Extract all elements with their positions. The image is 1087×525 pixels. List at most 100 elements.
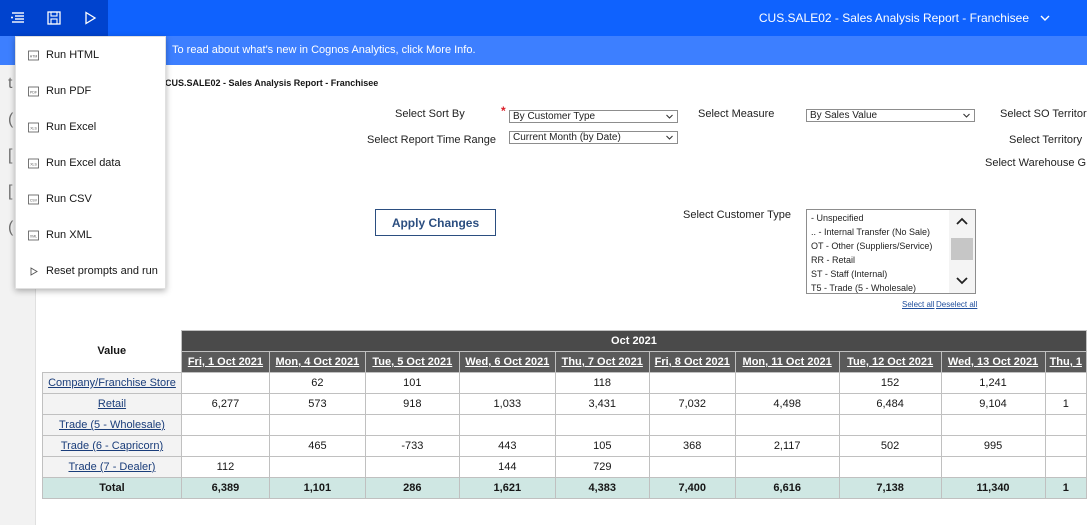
- sales-crosstab: Value Oct 2021 Fri, 1 Oct 2021 Mon, 4 Oct…: [42, 330, 1087, 499]
- date-column-header[interactable]: Tue, 12 Oct 2021: [838, 351, 942, 373]
- table-cell: [838, 414, 942, 436]
- territory-label: Select Territory: [1009, 134, 1083, 146]
- table-cell: 118: [554, 372, 650, 394]
- svg-text:XLS: XLS: [30, 126, 37, 130]
- run-dropdown-menu: HTM Run HTML PDF Run PDF XLS Run Excel X…: [15, 36, 166, 289]
- time-range-label: Select Report Time Range: [367, 134, 497, 146]
- scrollbar-thumb[interactable]: [951, 238, 973, 260]
- table-cell: [648, 456, 736, 478]
- svg-text:XML: XML: [30, 234, 37, 238]
- customer-type-list[interactable]: - Unspecified .. - Internal Transfer (No…: [806, 209, 976, 294]
- list-item[interactable]: ST - Staff (Internal): [811, 269, 888, 279]
- row-header[interactable]: Trade (5 - Wholesale): [42, 414, 182, 436]
- table-row: Trade (7 - Dealer) 112 144 729: [42, 456, 1087, 478]
- table-cell: 368: [648, 435, 736, 457]
- rail-icon-4[interactable]: [: [8, 183, 13, 200]
- table-cell: [458, 414, 556, 436]
- top-bar: CUS.SALE02 - Sales Analysis Report - Fra…: [0, 0, 1087, 36]
- list-item[interactable]: T5 - Trade (5 - Wholesale): [811, 283, 917, 293]
- list-item[interactable]: RR - Retail: [811, 255, 856, 265]
- table-row: Company/Franchise Store 62 101 118 152 1,241: [42, 372, 1087, 394]
- chevron-down-icon[interactable]: [1039, 12, 1051, 24]
- total-cell: 1,101: [268, 477, 366, 499]
- date-column-header[interactable]: Fri, 1 Oct 2021: [180, 351, 270, 373]
- table-cell: 465: [268, 435, 366, 457]
- table-cell: [364, 456, 460, 478]
- excel-data-file-icon: XLS: [28, 158, 39, 168]
- save-button[interactable]: [36, 0, 72, 36]
- table-cell: [1044, 414, 1087, 436]
- list-item[interactable]: OT - Other (Suppliers/Service): [811, 241, 933, 251]
- table-row: Retail 6,277 573 918 1,033 3,431 7,032 4,498 6,4…: [42, 393, 1087, 415]
- run-xml-item[interactable]: XML Run XML: [28, 229, 92, 241]
- table-cell: 918: [364, 393, 460, 415]
- row-header[interactable]: Retail: [42, 393, 182, 415]
- table-cell: 152: [838, 372, 942, 394]
- chevron-down-icon[interactable]: [955, 276, 969, 286]
- row-header[interactable]: Trade (7 - Dealer): [42, 456, 182, 478]
- run-pdf-item[interactable]: PDF Run PDF: [28, 85, 92, 97]
- html-file-icon: HTM: [28, 50, 39, 60]
- measure-label: Select Measure: [698, 108, 775, 120]
- table-cell: [458, 372, 556, 394]
- run-html-item[interactable]: HTM Run HTML: [28, 49, 100, 61]
- table-cell: -733: [364, 435, 460, 457]
- date-column-header[interactable]: Mon, 4 Oct 2021: [268, 351, 366, 373]
- run-button[interactable]: [72, 0, 108, 36]
- row-header[interactable]: Trade (6 - Capricorn): [42, 435, 182, 457]
- select-all-link[interactable]: Select all: [902, 300, 935, 309]
- table-cell: [268, 456, 366, 478]
- date-column-header[interactable]: Wed, 13 Oct 2021: [940, 351, 1046, 373]
- rail-icon-1[interactable]: t: [8, 75, 13, 92]
- table-cell: 995: [940, 435, 1046, 457]
- table-cell: 62: [268, 372, 366, 394]
- chevron-up-icon[interactable]: [955, 216, 969, 226]
- time-range-value: Current Month (by Date): [513, 132, 621, 143]
- date-column-header[interactable]: Fri, 8 Oct 2021: [648, 351, 736, 373]
- date-column-header[interactable]: Wed, 6 Oct 2021: [458, 351, 556, 373]
- list-item[interactable]: - Unspecified: [811, 213, 864, 223]
- csv-file-icon: CSV: [28, 194, 39, 204]
- rail-icon-5[interactable]: (: [8, 219, 14, 236]
- total-cell: 286: [364, 477, 460, 499]
- report-title-menu[interactable]: CUS.SALE02 - Sales Analysis Report - Fra…: [758, 11, 1029, 25]
- deselect-all-link[interactable]: Deselect all: [936, 300, 978, 309]
- table-cell: 2,117: [734, 435, 840, 457]
- run-csv-item[interactable]: CSV Run CSV: [28, 193, 92, 205]
- sort-by-value: By Customer Type: [513, 111, 596, 122]
- list-scrollbar[interactable]: [949, 210, 975, 293]
- table-cell: 6,484: [838, 393, 942, 415]
- apply-changes-button[interactable]: Apply Changes: [375, 209, 496, 236]
- chevron-down-icon: [666, 135, 673, 140]
- month-header: Oct 2021: [180, 330, 1087, 352]
- info-banner: To read about what's new in Cognos Analy…: [0, 36, 1087, 65]
- rail-icon-3[interactable]: [: [8, 147, 13, 164]
- chevron-down-icon: [666, 114, 673, 119]
- banner-text: To read about what's new in Cognos Analy…: [172, 44, 476, 56]
- table-cell: 105: [554, 435, 650, 457]
- date-column-header[interactable]: Thu, 7 Oct 2021: [554, 351, 650, 373]
- save-icon: [47, 11, 61, 25]
- time-range-select[interactable]: Current Month (by Date): [509, 131, 678, 144]
- table-cell: 1: [1044, 393, 1087, 415]
- measure-select[interactable]: By Sales Value: [806, 109, 975, 122]
- total-cell: 1,621: [458, 477, 556, 499]
- row-header[interactable]: Company/Franchise Store: [42, 372, 182, 394]
- reset-prompts-run-item[interactable]: Reset prompts and run: [16, 253, 165, 289]
- svg-text:PDF: PDF: [30, 90, 37, 94]
- date-column-header[interactable]: Mon, 11 Oct 2021: [734, 351, 840, 373]
- svg-text:XLS: XLS: [30, 162, 37, 166]
- run-excel-data-item[interactable]: XLS Run Excel data: [16, 145, 165, 181]
- list-item[interactable]: .. - Internal Transfer (No Sale): [811, 227, 931, 237]
- xml-file-icon: XML: [28, 230, 39, 240]
- sort-by-select[interactable]: By Customer Type: [509, 110, 678, 123]
- so-territory-label: Select SO Territor: [1000, 108, 1087, 120]
- rail-icon-2[interactable]: (: [8, 111, 14, 128]
- date-column-header[interactable]: Tue, 5 Oct 2021: [364, 351, 460, 373]
- menu-button[interactable]: [0, 0, 36, 36]
- table-cell: 502: [838, 435, 942, 457]
- date-column-header[interactable]: Thu, 1: [1044, 351, 1087, 373]
- run-excel-item[interactable]: XLS Run Excel: [16, 109, 165, 145]
- table-cell: 7,032: [648, 393, 736, 415]
- table-row: Trade (5 - Wholesale): [42, 414, 1087, 436]
